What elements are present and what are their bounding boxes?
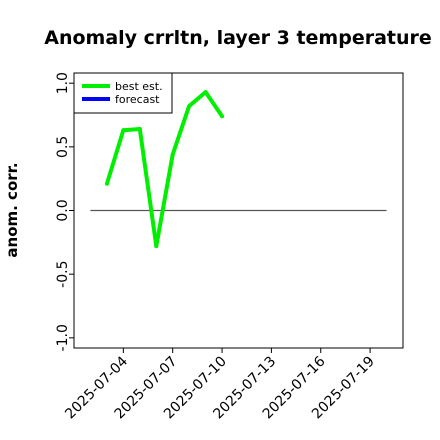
y-tick-label: -1.0 <box>55 324 71 351</box>
y-axis-label: anom. corr. <box>3 162 21 257</box>
series-line-0 <box>104 90 224 249</box>
data-point <box>203 90 208 95</box>
legend: best est.forecast <box>73 72 173 114</box>
data-point <box>104 181 109 186</box>
y-tick-label: 0.5 <box>55 136 71 158</box>
plot-area: -1.0-0.50.00.51.02025-07-042025-07-07202… <box>55 72 387 422</box>
data-point <box>170 152 175 157</box>
y-tick-label: 1.0 <box>55 72 71 94</box>
legend-label: forecast <box>115 93 160 106</box>
data-point <box>137 127 142 132</box>
legend-label: best est. <box>115 80 163 93</box>
data-point <box>121 128 126 133</box>
chart-title: Anomaly crrltn, layer 3 temperature <box>44 27 432 49</box>
plot-frame <box>73 72 404 349</box>
legend-frame <box>73 72 173 114</box>
y-tick-label: 0.0 <box>55 199 71 221</box>
y-tick-label: -0.5 <box>55 260 71 287</box>
data-point <box>154 244 159 249</box>
data-point <box>187 104 192 109</box>
data-point <box>220 114 225 119</box>
